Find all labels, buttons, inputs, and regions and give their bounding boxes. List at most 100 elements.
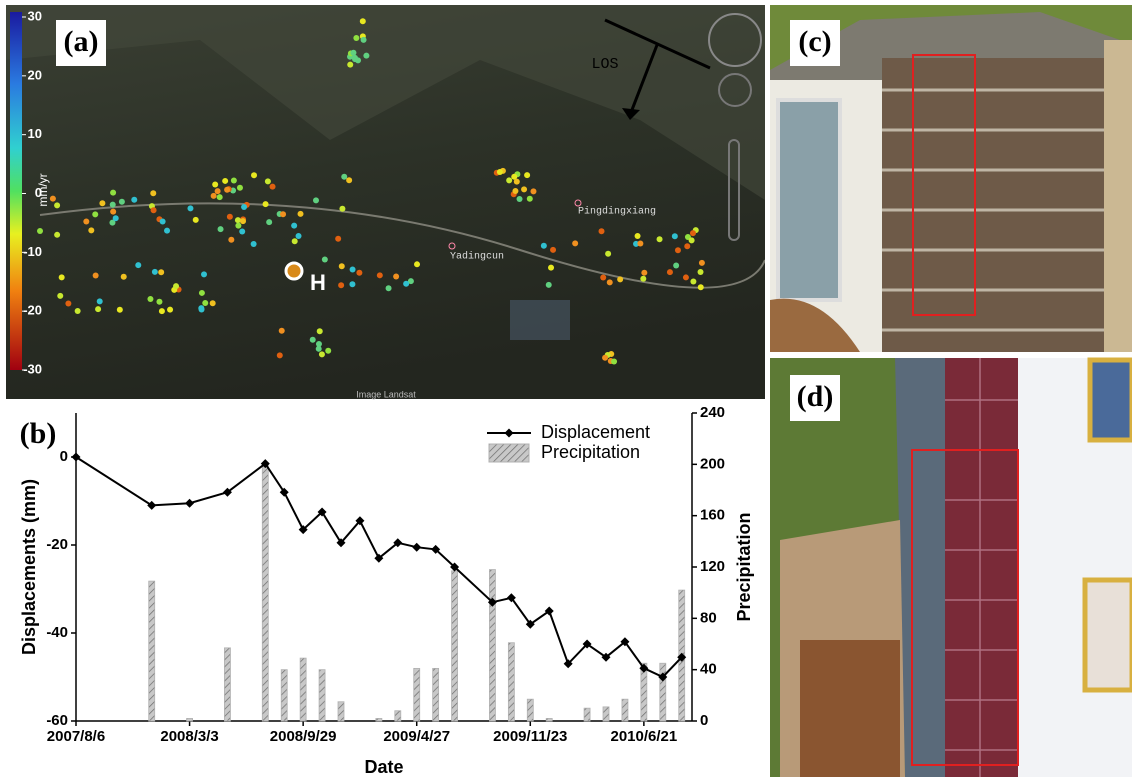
bar: [433, 668, 439, 721]
map-point: [222, 178, 228, 184]
map-point: [227, 214, 233, 220]
map-point: [699, 260, 705, 266]
map-point: [414, 261, 420, 267]
map-point: [356, 270, 362, 276]
map-point: [117, 307, 123, 313]
x-tick-label: 2009/11/23: [493, 728, 567, 745]
map-point: [239, 229, 245, 235]
map-point: [352, 56, 358, 62]
x-axis-label: Date: [364, 757, 403, 777]
map-point: [310, 337, 316, 343]
map-point: [298, 211, 304, 217]
bar: [508, 643, 514, 721]
map-point: [131, 197, 137, 203]
bar: [300, 658, 306, 721]
map-point: [235, 223, 241, 229]
map-point: [95, 306, 101, 312]
y2-tick-label: 80: [700, 609, 717, 626]
map-point: [110, 190, 116, 196]
colorbar-tick-label: 10: [28, 126, 42, 141]
bar: [281, 670, 287, 721]
map-point: [152, 269, 158, 275]
map-point: [291, 223, 297, 229]
y2-tick-label: 200: [700, 455, 725, 472]
map-point: [506, 177, 512, 183]
map-point: [231, 177, 237, 183]
map-point: [113, 215, 119, 221]
panel-label: (b): [20, 417, 57, 450]
los-label: LOS: [591, 56, 618, 73]
map-point: [546, 282, 552, 288]
map-point: [83, 218, 89, 224]
map-point: [349, 281, 355, 287]
map-point: [50, 196, 56, 202]
map-point: [277, 352, 283, 358]
map-point: [602, 355, 608, 361]
map-point: [263, 201, 269, 207]
bar: [489, 570, 495, 721]
bar: [546, 718, 552, 721]
bar: [584, 708, 590, 721]
map-point: [698, 269, 704, 275]
map-point: [353, 35, 359, 41]
map-point: [611, 359, 617, 365]
map-point: [65, 300, 71, 306]
map-point: [541, 243, 547, 249]
map-point: [527, 196, 533, 202]
map-point: [361, 37, 367, 43]
colorbar: [10, 12, 22, 370]
map-point: [635, 233, 641, 239]
window: [1090, 360, 1132, 440]
marker: [185, 499, 194, 508]
map-point: [675, 247, 681, 253]
y-axis-label: Displacements (mm): [19, 479, 39, 655]
map-point: [54, 232, 60, 238]
map-point: [160, 218, 166, 224]
legend-label: Displacement: [541, 422, 650, 442]
window: [778, 100, 840, 300]
map-point: [164, 228, 170, 234]
x-tick-label: 2007/8/6: [47, 728, 105, 745]
map-point: [497, 169, 503, 175]
map-point: [193, 217, 199, 223]
map-point: [217, 194, 223, 200]
bar: [527, 699, 533, 721]
map-point: [673, 262, 679, 268]
map-point: [641, 270, 647, 276]
y-tick-label: -40: [46, 624, 68, 641]
map-point: [514, 179, 520, 185]
map-point: [251, 241, 257, 247]
map-point: [135, 262, 141, 268]
map-point: [377, 272, 383, 278]
map-point: [672, 233, 678, 239]
map-point: [110, 209, 116, 215]
map-point: [37, 228, 43, 234]
place-label: Yadingcun: [450, 251, 504, 263]
map-point: [279, 328, 285, 334]
map-point: [57, 293, 63, 299]
map-point: [512, 188, 518, 194]
map-point: [386, 285, 392, 291]
map-point: [350, 266, 356, 272]
building: [510, 300, 570, 340]
map-point: [224, 187, 230, 193]
map-point: [110, 202, 116, 208]
map-point: [202, 300, 208, 306]
map-point: [325, 348, 331, 354]
map-point: [265, 178, 271, 184]
legend-swatch: [489, 444, 529, 462]
map-point: [241, 204, 247, 210]
bar: [149, 581, 155, 721]
map-point: [121, 274, 127, 280]
bar: [414, 668, 420, 721]
map-point: [550, 247, 556, 253]
figure: (a) LOS Pingdingxiang Yadingcun H Image …: [0, 0, 1132, 777]
map-point: [667, 269, 673, 275]
map-point: [548, 265, 554, 271]
map-point: [210, 300, 216, 306]
map-point: [251, 172, 257, 178]
map-point: [187, 205, 193, 211]
map-point: [212, 182, 218, 188]
legend-label: Precipitation: [541, 442, 640, 462]
map-point: [393, 273, 399, 279]
